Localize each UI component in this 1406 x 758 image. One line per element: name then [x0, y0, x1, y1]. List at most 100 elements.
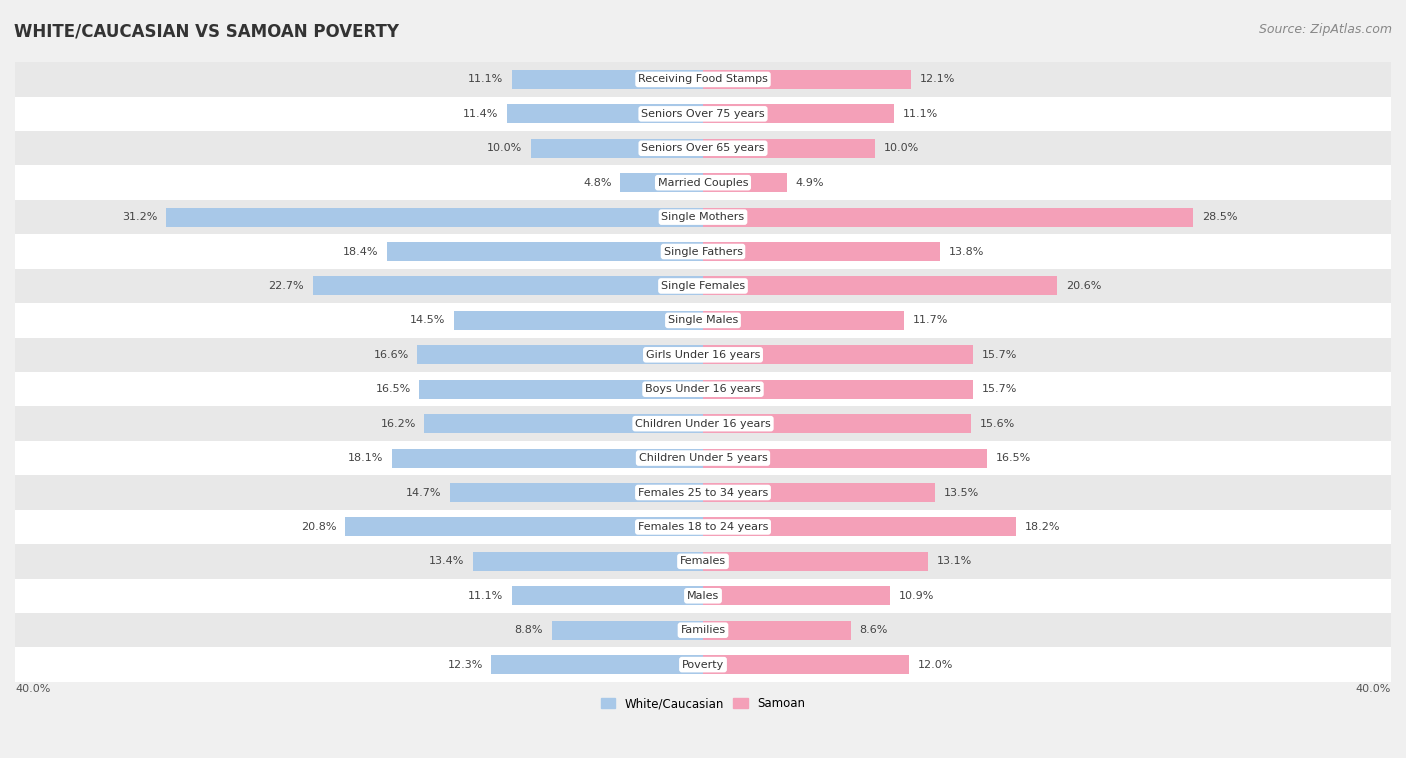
Bar	[312, 277, 703, 296]
Text: Females 25 to 34 years: Females 25 to 34 years	[638, 487, 768, 497]
Bar	[392, 449, 703, 468]
Bar	[15, 509, 1391, 544]
Bar	[15, 406, 1391, 441]
Text: 11.1%: 11.1%	[903, 109, 938, 119]
Text: Females 18 to 24 years: Females 18 to 24 years	[638, 522, 768, 532]
Text: 4.8%: 4.8%	[583, 177, 612, 188]
Bar	[703, 587, 890, 605]
Bar	[15, 578, 1391, 613]
Bar	[15, 441, 1391, 475]
Text: 15.6%: 15.6%	[980, 418, 1015, 429]
Bar	[15, 303, 1391, 337]
Text: 12.1%: 12.1%	[920, 74, 955, 84]
Bar	[703, 174, 787, 193]
Text: 16.5%: 16.5%	[995, 453, 1031, 463]
Bar	[703, 483, 935, 502]
Text: 40.0%: 40.0%	[15, 684, 51, 694]
Text: 15.7%: 15.7%	[981, 349, 1017, 360]
Bar	[15, 647, 1391, 682]
Text: Married Couples: Married Couples	[658, 177, 748, 188]
Text: 31.2%: 31.2%	[122, 212, 157, 222]
Text: 11.7%: 11.7%	[912, 315, 948, 325]
Bar	[703, 518, 1017, 537]
Bar	[419, 380, 703, 399]
Bar	[703, 380, 973, 399]
Bar	[531, 139, 703, 158]
Text: Children Under 16 years: Children Under 16 years	[636, 418, 770, 429]
Bar	[346, 518, 703, 537]
Bar	[703, 311, 904, 330]
Text: 12.0%: 12.0%	[918, 659, 953, 669]
Bar	[620, 174, 703, 193]
Bar	[703, 621, 851, 640]
Text: 16.5%: 16.5%	[375, 384, 411, 394]
Text: Single Females: Single Females	[661, 281, 745, 291]
Bar	[450, 483, 703, 502]
Text: Source: ZipAtlas.com: Source: ZipAtlas.com	[1258, 23, 1392, 36]
Text: Poverty: Poverty	[682, 659, 724, 669]
Text: 10.0%: 10.0%	[486, 143, 523, 153]
Bar	[703, 242, 941, 261]
Bar	[387, 242, 703, 261]
Text: 12.3%: 12.3%	[447, 659, 482, 669]
Text: 14.7%: 14.7%	[406, 487, 441, 497]
Bar	[703, 449, 987, 468]
Bar	[15, 200, 1391, 234]
Text: 8.8%: 8.8%	[515, 625, 543, 635]
Text: Seniors Over 75 years: Seniors Over 75 years	[641, 109, 765, 119]
Text: 18.2%: 18.2%	[1025, 522, 1060, 532]
Legend: White/Caucasian, Samoan: White/Caucasian, Samoan	[596, 693, 810, 715]
Text: 28.5%: 28.5%	[1202, 212, 1237, 222]
Text: 18.1%: 18.1%	[347, 453, 382, 463]
Text: 14.5%: 14.5%	[409, 315, 446, 325]
Text: 13.8%: 13.8%	[949, 246, 984, 256]
Text: 15.7%: 15.7%	[981, 384, 1017, 394]
Text: 8.6%: 8.6%	[859, 625, 889, 635]
Text: 13.4%: 13.4%	[429, 556, 464, 566]
Bar	[15, 475, 1391, 509]
Text: 20.8%: 20.8%	[301, 522, 336, 532]
Text: Seniors Over 65 years: Seniors Over 65 years	[641, 143, 765, 153]
Text: 11.1%: 11.1%	[468, 74, 503, 84]
Bar	[703, 552, 928, 571]
Text: Single Fathers: Single Fathers	[664, 246, 742, 256]
Bar	[508, 105, 703, 124]
Text: 4.9%: 4.9%	[796, 177, 824, 188]
Text: Families: Families	[681, 625, 725, 635]
Text: Children Under 5 years: Children Under 5 years	[638, 453, 768, 463]
Bar	[15, 337, 1391, 372]
Bar	[454, 311, 703, 330]
Text: 18.4%: 18.4%	[343, 246, 378, 256]
Text: 11.4%: 11.4%	[463, 109, 498, 119]
Text: 22.7%: 22.7%	[269, 281, 304, 291]
Bar	[15, 165, 1391, 200]
Bar	[703, 655, 910, 674]
Text: 13.1%: 13.1%	[936, 556, 972, 566]
Bar	[472, 552, 703, 571]
Bar	[703, 208, 1194, 227]
Text: Girls Under 16 years: Girls Under 16 years	[645, 349, 761, 360]
Bar	[703, 277, 1057, 296]
Bar	[15, 62, 1391, 96]
Bar	[703, 70, 911, 89]
Text: Females: Females	[681, 556, 725, 566]
Bar	[703, 414, 972, 433]
Bar	[15, 544, 1391, 578]
Text: 40.0%: 40.0%	[1355, 684, 1391, 694]
Bar	[425, 414, 703, 433]
Text: 11.1%: 11.1%	[468, 590, 503, 601]
Bar	[703, 346, 973, 365]
Text: 10.9%: 10.9%	[898, 590, 935, 601]
Text: Single Mothers: Single Mothers	[661, 212, 745, 222]
Text: 20.6%: 20.6%	[1066, 281, 1101, 291]
Bar	[15, 613, 1391, 647]
Text: 16.2%: 16.2%	[381, 418, 416, 429]
Bar	[15, 131, 1391, 165]
Bar	[15, 234, 1391, 269]
Bar	[512, 70, 703, 89]
Bar	[418, 346, 703, 365]
Bar	[15, 269, 1391, 303]
Bar	[512, 587, 703, 605]
Text: Boys Under 16 years: Boys Under 16 years	[645, 384, 761, 394]
Text: Single Males: Single Males	[668, 315, 738, 325]
